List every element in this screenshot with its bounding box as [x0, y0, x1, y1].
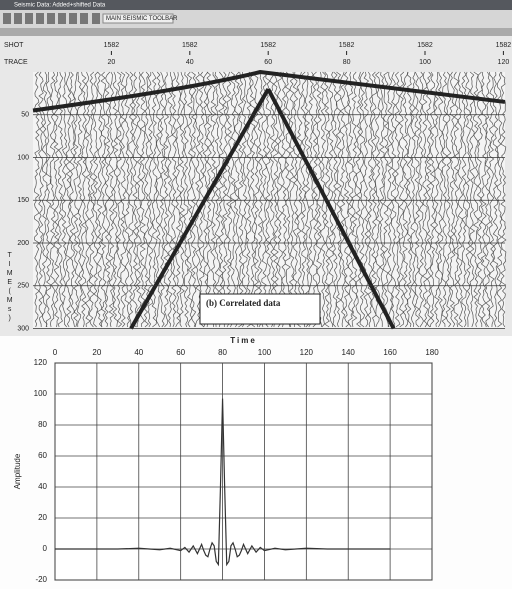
shot-value: 1582 — [182, 42, 198, 49]
y-tick-label: 100 — [34, 389, 48, 398]
time-tick-label: 100 — [17, 154, 29, 161]
x-tick-label: 40 — [134, 348, 143, 357]
time-tick-label: 150 — [17, 197, 29, 204]
x-tick-label: 100 — [258, 348, 272, 357]
page: Seismic Data: Added+shifted Data MAIN SE… — [0, 0, 512, 589]
line-chart: Time Amplitude 0 20 40 60 80 100 120 140 160 180 -20… — [13, 336, 439, 584]
trace-value: 60 — [264, 59, 272, 66]
x-tick-label: 0 — [53, 348, 58, 357]
y-tick-label: 0 — [43, 544, 48, 553]
shot-label: SHOT — [4, 42, 24, 49]
x-tick-label: 80 — [218, 348, 227, 357]
shot-value: 1582 — [417, 42, 433, 49]
trace-value: 20 — [108, 59, 116, 66]
time-tick-label: 300 — [17, 325, 29, 332]
y-axis-title: Amplitude — [13, 453, 22, 489]
trace-value: 80 — [343, 59, 351, 66]
shot-value: 1582 — [339, 42, 355, 49]
x-tick-label: 140 — [342, 348, 356, 357]
trace-value: 40 — [186, 59, 194, 66]
x-tick-label: 20 — [92, 348, 101, 357]
toolbar-label: MAIN SEISMIC TOOLBAR — [106, 16, 178, 22]
scrollbar — [0, 28, 512, 36]
x-tick-label: 160 — [383, 348, 397, 357]
plot-area — [55, 363, 432, 580]
window-title: Seismic Data: Added+shifted Data — [14, 3, 106, 9]
time-axis-label: TIME(Ms) — [6, 252, 13, 324]
x-tick-label: 120 — [300, 348, 314, 357]
y-tick-label: 40 — [38, 482, 47, 491]
y-tick-label: 60 — [38, 451, 47, 460]
x-tick-label: 60 — [176, 348, 185, 357]
x-tick-label: 180 — [425, 348, 439, 357]
time-tick-label: 250 — [17, 283, 29, 290]
shot-value: 1582 — [104, 42, 120, 49]
y-tick-label: 120 — [34, 358, 48, 367]
x-axis-title: Time — [230, 336, 257, 345]
time-tick-label: 50 — [21, 112, 29, 119]
annotation: (b) Correlated data — [206, 298, 281, 308]
trace-label: TRACE — [4, 59, 28, 66]
y-tick-label: 20 — [38, 513, 47, 522]
trace-value: 120 — [498, 59, 510, 66]
trace-value: 100 — [419, 59, 431, 66]
toolbar-icons — [3, 13, 100, 24]
y-tick-label: -20 — [35, 575, 47, 584]
shot-value: 1582 — [260, 42, 276, 49]
time-tick-label: 200 — [17, 240, 29, 247]
y-tick-label: 80 — [38, 420, 47, 429]
shot-value: 1582 — [496, 42, 512, 49]
